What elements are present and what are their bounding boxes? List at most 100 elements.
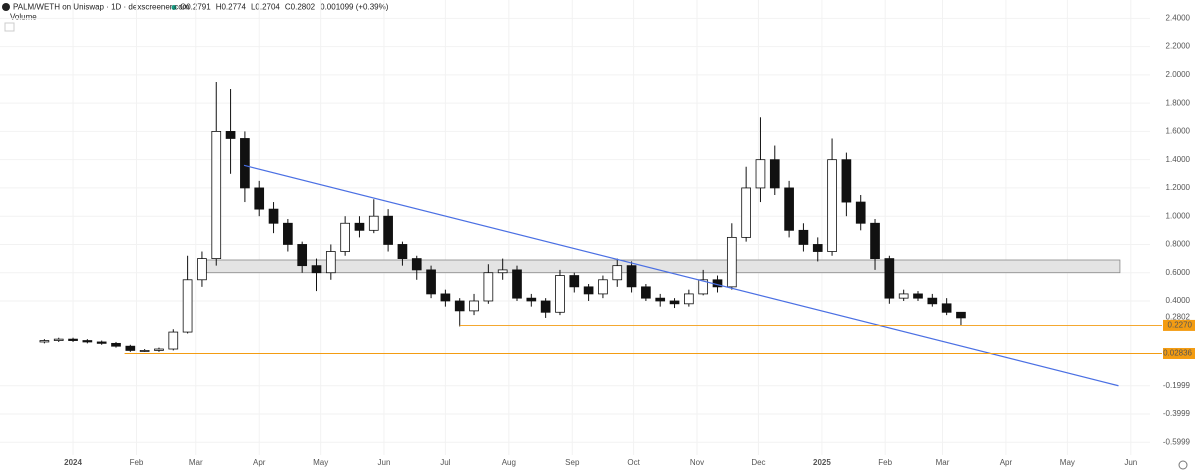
candle-body [211,131,222,259]
candle-body [569,275,580,288]
candle-body [340,222,350,252]
candle-body [383,215,393,245]
level-label-box [1163,347,1195,359]
ohlc-value: L0.2704 [251,3,280,12]
collapse-button[interactable] [4,22,15,32]
candle-body [956,311,966,319]
candle-body [526,297,537,302]
candle-body [884,258,895,299]
candle-body [870,222,880,259]
candle-body [483,272,494,302]
x-tick-label: Nov [690,458,704,467]
candle-body [927,297,938,305]
candle-body [440,293,451,302]
candle-body [827,159,837,252]
y-tick-label: 0.4000 [1166,296,1191,305]
candle-body [311,265,322,274]
candle-body [283,222,293,245]
last-price-label: 0.2802 [1166,313,1191,322]
y-tick-label: 1.6000 [1166,127,1191,136]
candle-body [96,341,107,344]
x-tick-label: Jun [1124,458,1137,467]
y-tick-label: 2.0000 [1166,70,1191,79]
candle-body [755,159,766,189]
candle-body [512,269,522,299]
candle-body [325,251,336,274]
candle-body [39,340,50,343]
candle-body [125,345,136,351]
volume-label: Volume [10,13,37,22]
candle-body [769,159,780,189]
y-tick-label: 1.0000 [1166,211,1191,220]
x-tick-label: Dec [751,458,765,467]
x-tick-label: Jun [378,458,391,467]
x-tick-label: Jul [440,458,450,467]
x-tick-label: May [1060,458,1075,467]
candle-body [254,187,265,210]
candle-body [82,340,93,343]
candle-body [626,265,637,288]
candle-body [612,265,623,281]
level-label: 0.2270 [1168,321,1193,330]
candle-body [684,293,694,305]
candle-body [784,187,794,231]
candle-body [225,131,236,139]
candle-body [898,293,909,299]
x-tick-label: Aug [502,458,516,467]
ohlc-value: H0.2774 [216,3,247,12]
candle-body [583,286,594,295]
level-label: 0.02836 [1163,349,1192,358]
y-tick-label: 2.2000 [1166,42,1191,51]
x-tick-label: Apr [1000,458,1013,467]
y-tick-label: 0.8000 [1166,240,1191,249]
y-tick-label: -0.3999 [1163,409,1191,418]
x-tick-label: Apr [253,458,266,467]
candle-body [698,279,709,295]
candle-body [655,297,666,302]
ohlc-value: C0.2802 [285,3,316,12]
candle-body [297,244,308,267]
candle-body [182,279,193,333]
candle-body [397,244,408,259]
candle-body [240,138,250,189]
candle-body [354,222,365,231]
level-label-box [1163,319,1195,331]
settings-icon[interactable] [1178,460,1188,470]
y-tick-label: 1.4000 [1166,155,1191,164]
x-tick-label: Feb [130,458,144,467]
x-tick-label: Mar [189,458,203,467]
chart-title: PALM/WETH on Uniswap · 1D · dexscreener.… [13,3,190,12]
candle-body [426,269,436,295]
x-tick-label: Sep [565,458,580,467]
candle-body [411,258,422,271]
x-tick-label: Mar [936,458,950,467]
y-tick-label: 0.6000 [1166,268,1191,277]
candle-body [469,300,479,312]
ohlc-value: 0.001099 (+0.39%) [320,3,389,12]
x-tick-label: May [313,458,328,467]
status-dot [171,5,177,10]
candle-body [268,208,279,224]
y-tick-label: 2.4000 [1166,13,1191,22]
candle-body [497,269,508,274]
y-tick-label: 1.8000 [1166,98,1191,107]
candle-body [368,215,379,231]
candle-body [454,300,465,312]
candle-body [855,201,866,224]
candle-body [154,348,164,351]
y-tick-label: -0.1999 [1163,381,1191,390]
candle-body [726,236,737,288]
candle-body [68,338,78,341]
candle-body [53,338,64,341]
candle-body [741,187,751,238]
candle-body [197,258,207,281]
x-tick-label: 2025 [813,458,831,467]
y-tick-label: -0.5999 [1163,437,1191,446]
candle-body [913,293,923,299]
candle-body [555,275,565,313]
candle-body [139,350,150,352]
candle-body [941,303,952,313]
candle-body [669,300,680,305]
